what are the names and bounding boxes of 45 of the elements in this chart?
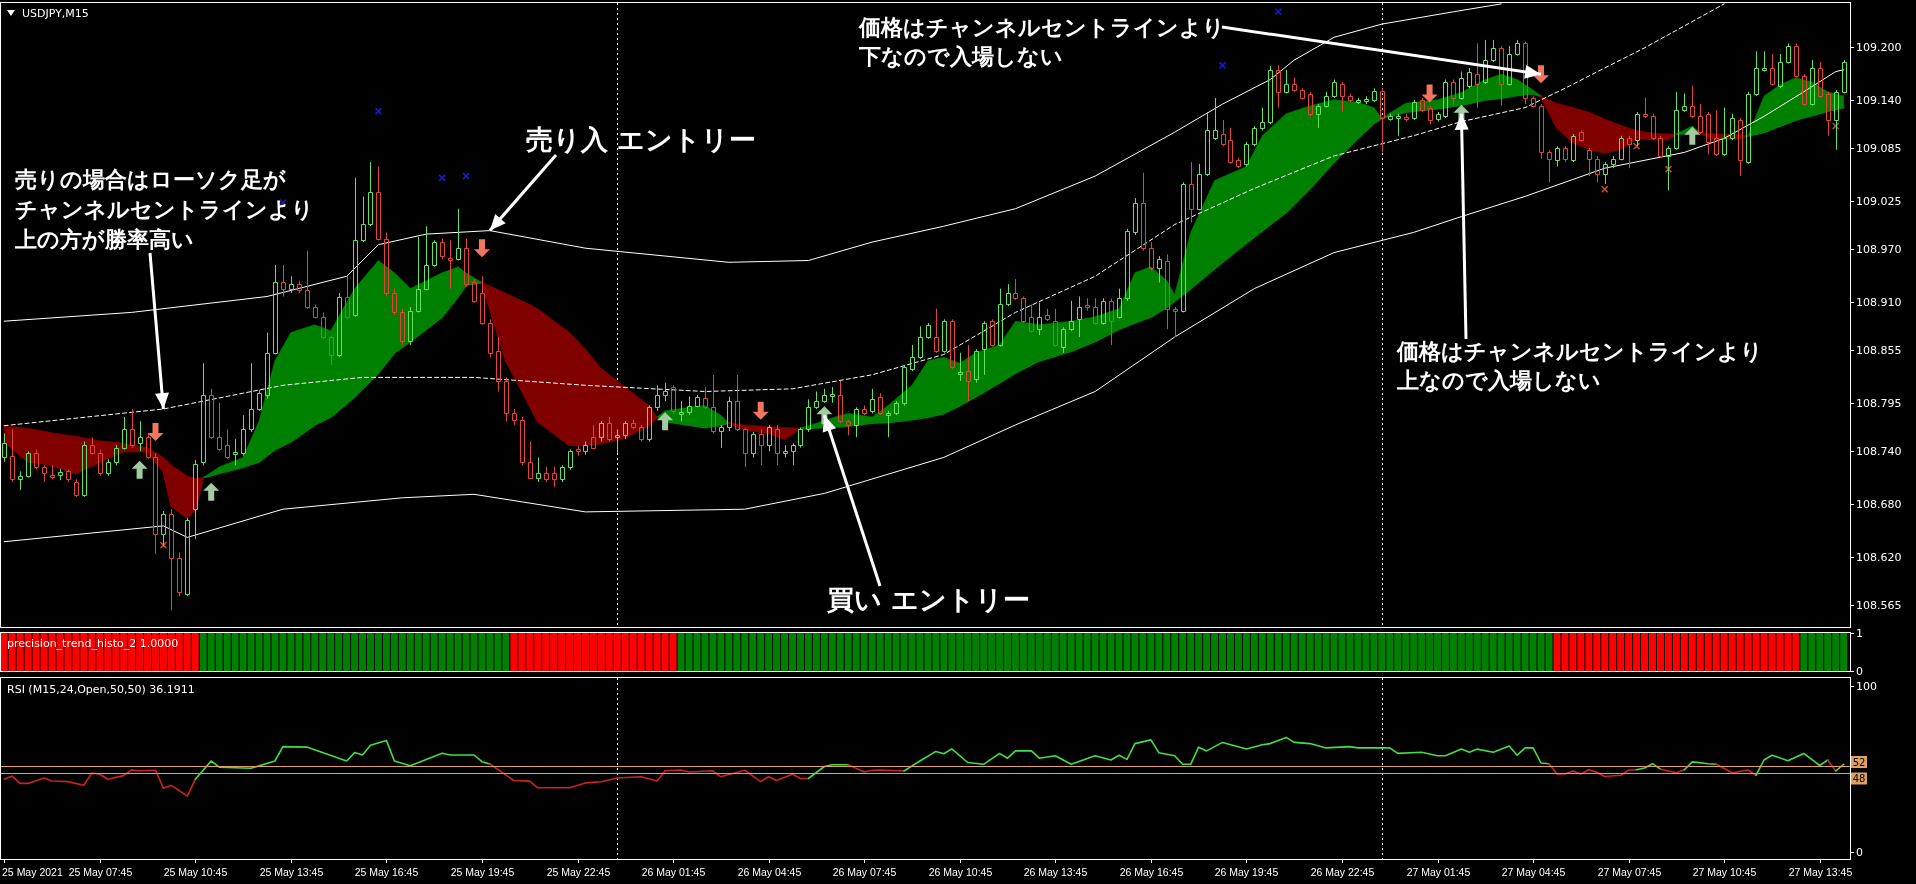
x-tick-label: 25 May 13:45	[259, 866, 324, 878]
annotation: 買い エントリー	[827, 583, 1031, 615]
x-tick-label: 25 May 16:45	[354, 866, 419, 878]
text: RSI (M15,24,Open,50,50) 36.1911	[7, 683, 195, 696]
x-tick-label: 27 May 10:45	[1692, 866, 1757, 878]
y-tick-label: 108.680	[1856, 498, 1902, 511]
x-tick-label: 27 May 13:45	[1788, 866, 1853, 878]
y-tick-label: 108.620	[1856, 550, 1902, 564]
x-tick-label: 26 May 16:45	[1119, 866, 1184, 878]
y-tick-label: 109.025	[1856, 194, 1902, 208]
annotation: 価格はチャンネルセントラインより下なので入場しない	[858, 14, 1225, 69]
x-tick-label: 25 May 22:45	[546, 866, 611, 878]
y-tick-label: 109.200	[1856, 40, 1902, 54]
x-tick-label: 26 May 01:45	[641, 866, 706, 878]
x-tick-label: 26 May 13:45	[1023, 866, 1088, 878]
ref-line-label: 48	[1852, 773, 1866, 784]
y-tick-label: 108.910	[1856, 295, 1902, 309]
y-tick-label: 109.140	[1856, 93, 1902, 107]
x-tick-label: 25 May 07:45	[68, 866, 133, 878]
y-tick-label: 108.970	[1856, 243, 1902, 257]
x-tick-label: 26 May 19:45	[1214, 866, 1279, 878]
x-tick-label: 26 May 10:45	[928, 866, 993, 878]
y-tick-label: 109.085	[1856, 142, 1902, 155]
x-tick-label: 25 May 2021	[2, 866, 63, 878]
y-tick-label: 0	[1856, 846, 1863, 860]
y-tick-label: 100	[1856, 680, 1877, 694]
x-tick-label: 26 May 07:45	[832, 866, 897, 878]
y-tick-label: 108.795	[1856, 396, 1902, 410]
x-tick-label: 26 May 22:45	[1310, 866, 1375, 878]
annotation: 売り入 エントリー	[526, 123, 757, 155]
annotation: 価格はチャンネルセントラインより上なので入場しない	[1396, 338, 1763, 393]
ref-line-label: 52	[1852, 756, 1866, 768]
y-tick-label: 108.740	[1856, 445, 1902, 459]
chart-title: USDJPY,M15	[22, 7, 89, 20]
y-tick-label: 108.855	[1856, 344, 1902, 358]
x-tick-label: 27 May 07:45	[1597, 866, 1662, 878]
annotation: 売りの場合はローソク足がチャンネルセントラインより上の方が勝率高い	[14, 166, 314, 252]
x-tick-label: 25 May 19:45	[450, 866, 515, 878]
x-tick-label: 27 May 01:45	[1406, 866, 1471, 878]
x-tick-label: 27 May 04:45	[1501, 866, 1566, 878]
y-tick-label: 0	[1856, 665, 1863, 678]
y-tick-label: 1	[1856, 627, 1863, 640]
x-tick-label: 26 May 04:45	[737, 866, 802, 878]
x-tick-label: 25 May 10:45	[163, 866, 228, 878]
y-tick-label: 108.565	[1856, 599, 1902, 612]
